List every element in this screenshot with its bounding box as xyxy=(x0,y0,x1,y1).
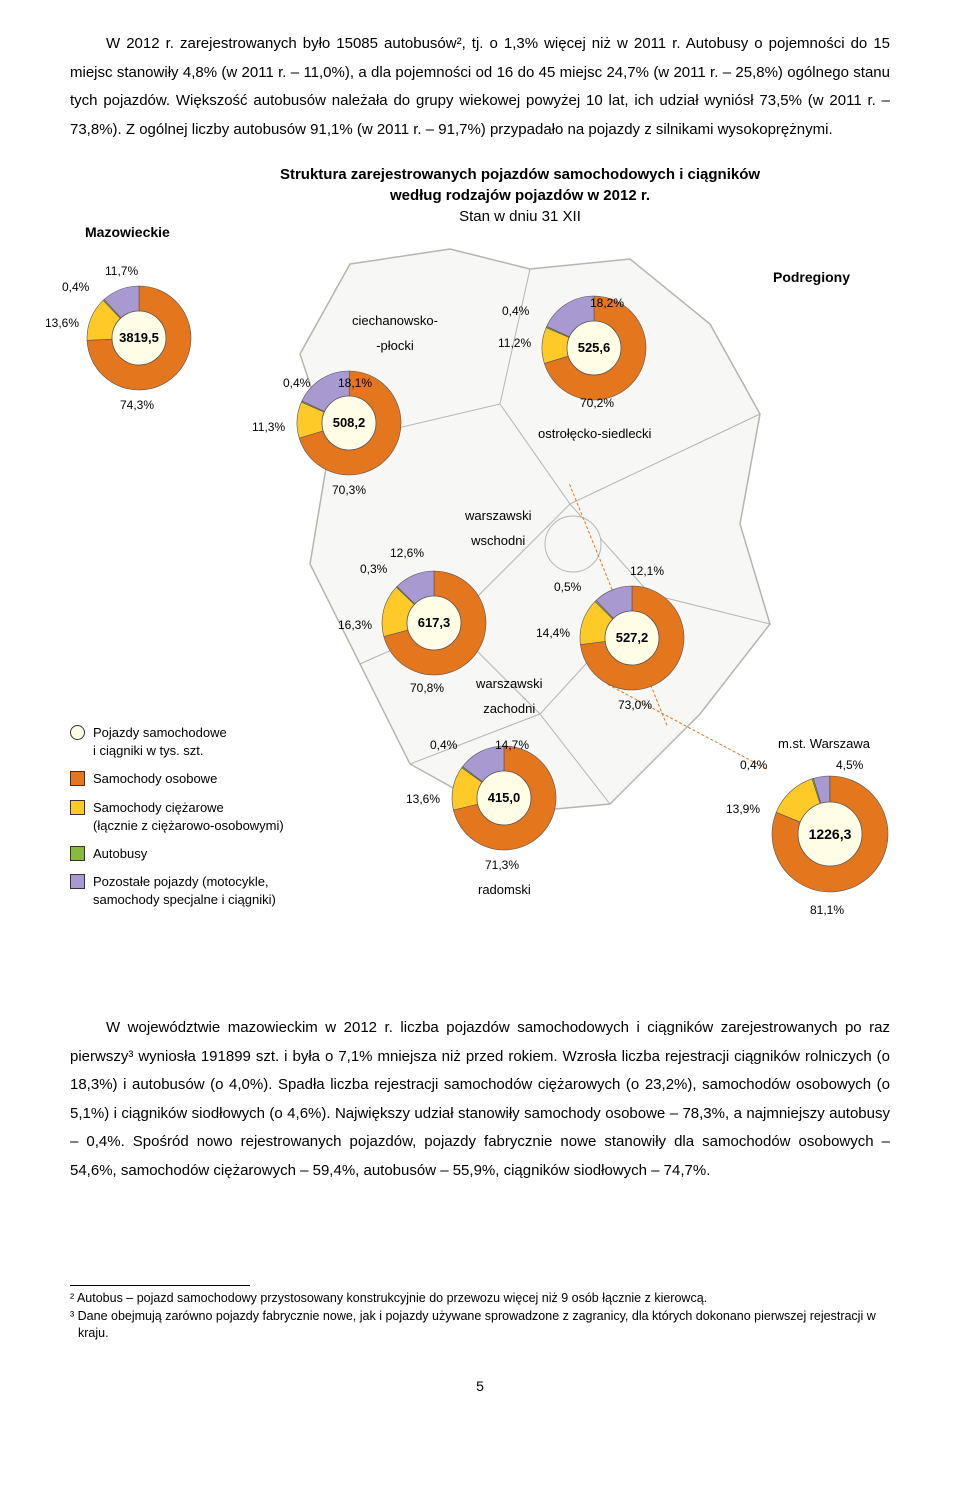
pct-label: 73,0% xyxy=(618,694,652,717)
pct-label: 12,1% xyxy=(630,560,664,583)
legend-text: Autobusy xyxy=(93,845,147,863)
footnotes: ² Autobus – pojazd samochodowy przystoso… xyxy=(70,1285,890,1343)
region-name-wwsch: warszawskiwschodni xyxy=(465,504,531,553)
donut-wwsch: 617,3 xyxy=(380,569,488,677)
pct-label: 18,2% xyxy=(590,292,624,315)
region-name-warszawa: m.st. Warszawa xyxy=(778,732,870,757)
donut-wzach: 527,2 xyxy=(578,584,686,692)
legend-autobusy: Autobusy xyxy=(70,845,284,863)
pct-label: 0,4% xyxy=(502,300,529,323)
pct-label: 16,3% xyxy=(338,614,372,637)
chart-title-l3: Stan w dniu 31 XII xyxy=(459,208,581,225)
pct-label: 71,3% xyxy=(485,854,519,877)
pct-label: 4,5% xyxy=(836,754,863,777)
legend-swatch-circle xyxy=(70,725,85,740)
legend-text: Pozostałe pojazdy (motocykle,samochody s… xyxy=(93,873,276,909)
legend-text: Samochody ciężarowe(łącznie z ciężarowo-… xyxy=(93,799,284,835)
footnote-3: ³ Dane obejmują zarówno pojazdy fabryczn… xyxy=(70,1308,890,1343)
pct-label: 0,5% xyxy=(554,576,581,599)
legend-osobowe: Samochody osobowe xyxy=(70,770,284,788)
pct-label: 11,3% xyxy=(252,416,285,439)
legend-circle: Pojazdy samochodowei ciągniki w tys. szt… xyxy=(70,724,284,760)
donut-radomski: 415,0 xyxy=(450,744,558,852)
region-name-radomski: radomski xyxy=(478,878,531,903)
pct-label: 13,6% xyxy=(45,312,79,335)
paragraph-1: W 2012 r. zarejestrowanych było 15085 au… xyxy=(70,30,890,144)
chart-title-l1: Struktura zarejestrowanych pojazdów samo… xyxy=(280,166,760,183)
chart-title-l2: według rodzajów pojazdów w 2012 r. xyxy=(390,187,650,204)
pct-label: 14,7% xyxy=(495,734,529,757)
vehicle-structure-infographic: Struktura zarejestrowanych pojazdów samo… xyxy=(70,164,890,984)
region-name-ciech: ciechanowsko--płocki xyxy=(352,309,438,358)
footnote-2: ² Autobus – pojazd samochodowy przystoso… xyxy=(70,1290,890,1308)
pct-label: 11,2% xyxy=(498,332,531,355)
region-name-wzach: warszawskizachodni xyxy=(476,672,542,721)
pct-label: 0,4% xyxy=(283,372,310,395)
region-name-ostro: ostrołęcko-siedlecki xyxy=(538,422,651,447)
pct-label: 70,3% xyxy=(332,479,366,502)
region-mazowieckie-label: Mazowieckie xyxy=(85,219,170,246)
legend-swatch xyxy=(70,846,85,861)
podregiony-label: Podregiony xyxy=(773,264,850,291)
legend-pozostale: Pozostałe pojazdy (motocykle,samochody s… xyxy=(70,873,284,909)
pct-label: 11,7% xyxy=(105,260,138,283)
pct-label: 13,6% xyxy=(406,788,440,811)
pct-label: 18,1% xyxy=(338,372,372,395)
donut-mazowieckie: 3819,5 xyxy=(85,284,193,392)
pct-label: 13,9% xyxy=(726,798,760,821)
pct-label: 0,4% xyxy=(62,276,89,299)
pct-label: 74,3% xyxy=(120,394,154,417)
legend-swatch xyxy=(70,771,85,786)
chart-legend: Pojazdy samochodowei ciągniki w tys. szt… xyxy=(70,724,284,920)
chart-title: Struktura zarejestrowanych pojazdów samo… xyxy=(210,164,830,227)
pct-label: 14,4% xyxy=(536,622,570,645)
pct-label: 81,1% xyxy=(810,899,844,922)
legend-text: Samochody osobowe xyxy=(93,770,217,788)
pct-label: 0,4% xyxy=(740,754,767,777)
pct-label: 12,6% xyxy=(390,542,424,565)
legend-swatch xyxy=(70,874,85,889)
legend-ciezarowe: Samochody ciężarowe(łącznie z ciężarowo-… xyxy=(70,799,284,835)
legend-swatch xyxy=(70,800,85,815)
legend-text: Pojazdy samochodowei ciągniki w tys. szt… xyxy=(93,724,227,760)
pct-label: 70,2% xyxy=(580,392,614,415)
page-number: 5 xyxy=(70,1373,890,1400)
pct-label: 70,8% xyxy=(410,677,444,700)
pct-label: 0,4% xyxy=(430,734,457,757)
pct-label: 0,3% xyxy=(360,558,387,581)
paragraph-2: W województwie mazowieckim w 2012 r. lic… xyxy=(70,1014,890,1185)
donut-warszawa: 1226,3 xyxy=(770,774,890,894)
